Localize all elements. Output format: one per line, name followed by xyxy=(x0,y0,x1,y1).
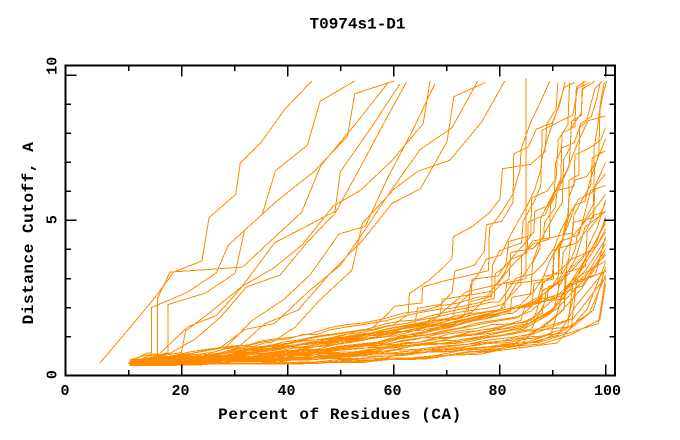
svg-text:Distance Cutoff, A: Distance Cutoff, A xyxy=(20,142,38,325)
svg-text:0: 0 xyxy=(60,383,69,400)
svg-text:40: 40 xyxy=(277,383,295,400)
svg-text:100: 100 xyxy=(594,383,621,400)
svg-text:0: 0 xyxy=(45,370,62,379)
svg-text:5: 5 xyxy=(45,215,62,224)
svg-text:10: 10 xyxy=(45,57,62,75)
svg-text:20: 20 xyxy=(171,383,189,400)
svg-text:Percent of Residues (CA): Percent of Residues (CA) xyxy=(218,406,462,424)
svg-text:80: 80 xyxy=(488,383,506,400)
svg-text:60: 60 xyxy=(383,383,401,400)
svg-text:T0974s1-D1: T0974s1-D1 xyxy=(309,15,405,33)
